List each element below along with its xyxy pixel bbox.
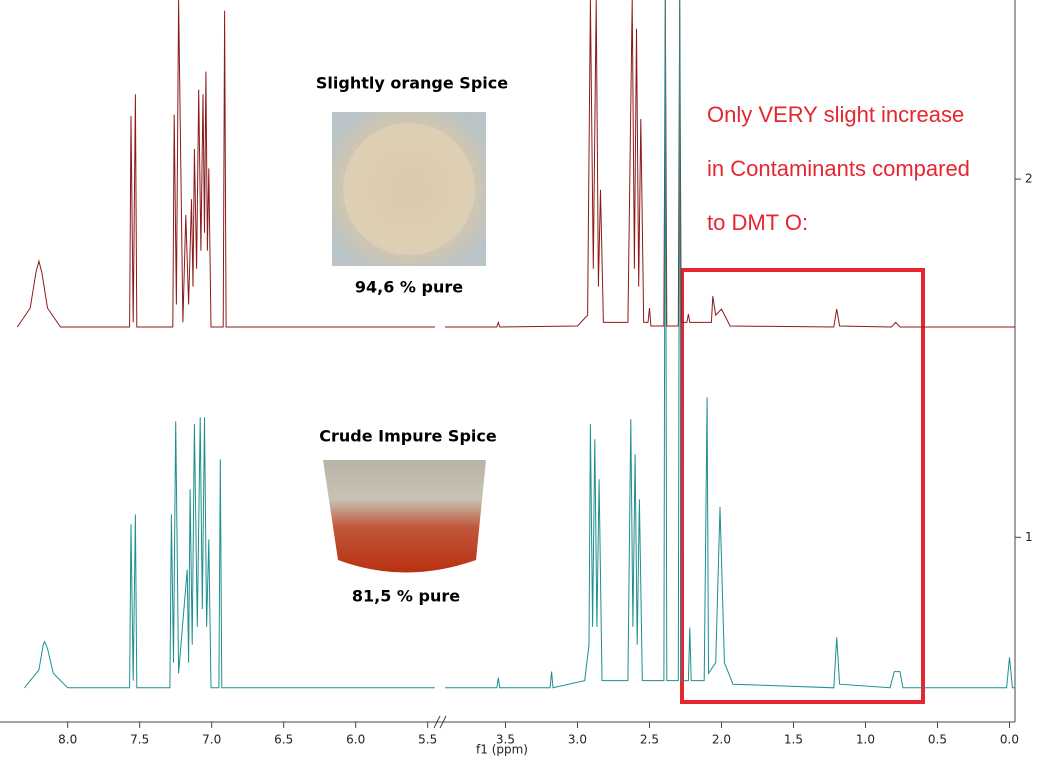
x-tick-label: 8.0 (58, 733, 77, 747)
x-tick-label: 0.5 (928, 733, 947, 747)
spectrum-line (24, 0, 1015, 689)
annotation: Only VERY slight increase (707, 102, 964, 127)
x-tick-label: 6.0 (346, 733, 365, 747)
sample-photo (323, 460, 486, 573)
plot-area (16, 0, 1015, 689)
annotation: in Contaminants compared (707, 156, 970, 181)
annotation: to DMT O: (707, 210, 808, 235)
x-tick-label: 2.5 (640, 733, 659, 747)
x-tick-label: 1.0 (856, 733, 875, 747)
annotation: 94,6 % pure (355, 278, 463, 297)
annotation: Crude Impure Spice (319, 427, 497, 446)
annotation: Slightly orange Spice (316, 74, 508, 93)
x-tick-label: 7.0 (202, 733, 221, 747)
highlight-box (680, 268, 925, 704)
x-tick-label: 1.5 (784, 733, 803, 747)
x-axis-label: f1 (ppm) (476, 743, 528, 757)
x-tick-label: 6.5 (274, 733, 293, 747)
x-tick-label: 5.5 (418, 733, 437, 747)
x-tick-label: 3.0 (568, 733, 587, 747)
x-tick-label: 7.5 (130, 733, 149, 747)
y-tick-label: 2 (1025, 172, 1033, 186)
sample-photo-detail (343, 123, 475, 255)
x-tick-label: 3.5 (496, 733, 515, 747)
axis-break (433, 715, 447, 729)
x-tick-label: 0.0 (1000, 733, 1019, 747)
spectrum-line (16, 0, 1015, 328)
y-tick-label: 1 (1025, 530, 1033, 544)
annotation: 81,5 % pure (352, 587, 460, 606)
x-tick-label: 2.0 (712, 733, 731, 747)
